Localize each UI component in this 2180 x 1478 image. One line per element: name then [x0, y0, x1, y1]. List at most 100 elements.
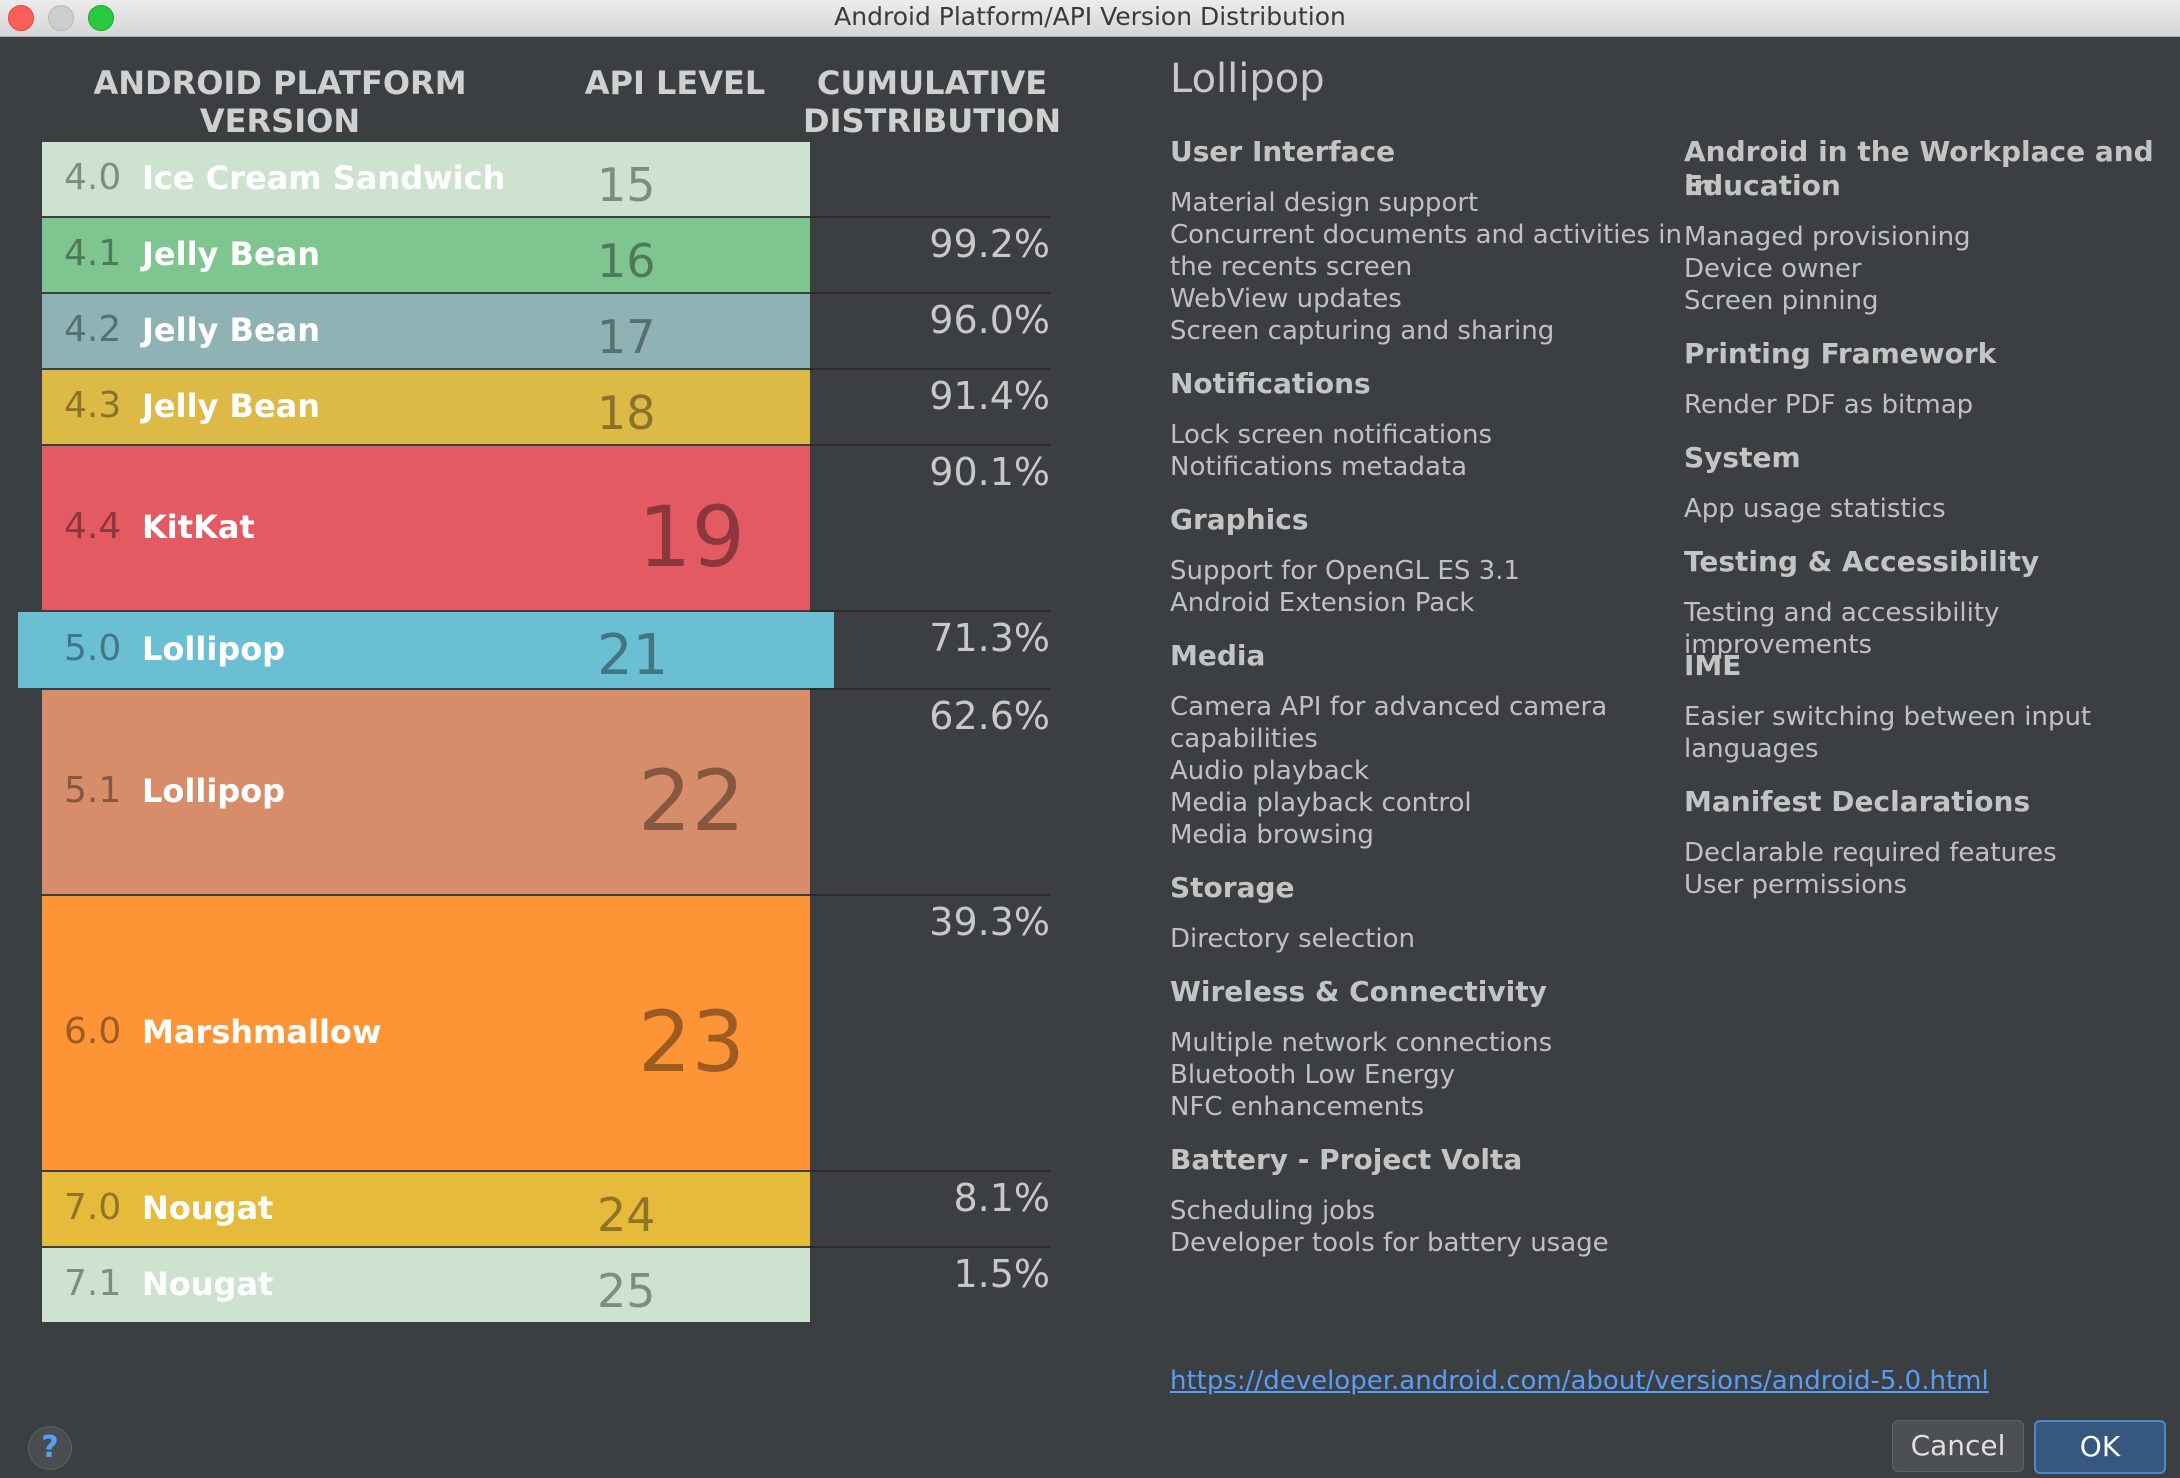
feature-item: capabilities — [1170, 724, 1318, 754]
feature-item: Android Extension Pack — [1170, 588, 1475, 618]
feature-section-heading: Graphics — [1170, 503, 1309, 536]
maximize-window-button[interactable] — [88, 5, 114, 31]
feature-item: Camera API for advanced camera — [1170, 692, 1608, 722]
minimize-window-button[interactable] — [48, 5, 74, 31]
platform-version-header: ANDROID PLATFORM VERSION — [60, 64, 500, 140]
feature-item: Concurrent documents and activities in — [1170, 220, 1682, 250]
feature-item: Media playback control — [1170, 788, 1472, 818]
feature-section-heading: Education — [1684, 169, 1841, 202]
feature-item: the recents screen — [1170, 252, 1413, 282]
feature-item: Testing and accessibility improvements — [1684, 598, 2000, 660]
version-row[interactable]: 5.0 Lollipop 21 — [18, 612, 834, 688]
cumulative-distribution-value: 8.1% — [953, 1176, 1050, 1220]
feature-section-heading: Media — [1170, 639, 1266, 672]
api-level-value: 23 — [638, 992, 745, 1091]
feature-item: Material design support — [1170, 188, 1479, 218]
feature-item: User permissions — [1684, 870, 1908, 900]
feature-item: Screen pinning — [1684, 286, 1879, 316]
version-codename: Marshmallow — [142, 1013, 382, 1051]
version-codename: Nougat — [142, 1265, 274, 1303]
distribution-separator — [810, 444, 1050, 446]
distribution-separator — [810, 1170, 1050, 1172]
feature-item: Device owner — [1684, 254, 1862, 284]
version-number: 4.3 — [64, 385, 122, 426]
api-level-value: 25 — [597, 1263, 656, 1318]
feature-section-heading: User Interface — [1170, 135, 1396, 168]
distribution-separator — [810, 688, 1050, 690]
version-codename: Ice Cream Sandwich — [142, 159, 506, 197]
version-number: 4.2 — [64, 309, 122, 350]
version-row[interactable]: 4.4 KitKat 19 — [42, 446, 810, 610]
api-level-value: 19 — [638, 487, 745, 586]
version-row[interactable]: 4.0 Ice Cream Sandwich 15 — [42, 142, 810, 216]
feature-item: Managed provisioning — [1684, 222, 1971, 252]
version-number: 7.1 — [64, 1263, 122, 1304]
version-number: 7.0 — [64, 1187, 122, 1228]
api-level-value: 16 — [597, 233, 656, 288]
feature-item: Screen capturing and sharing — [1170, 316, 1555, 346]
cumulative-distribution-header: CUMULATIVE DISTRIBUTION — [800, 64, 1064, 140]
cumulative-distribution-value: 91.4% — [929, 374, 1050, 418]
cumulative-distribution-value: 96.0% — [929, 298, 1050, 342]
version-row[interactable]: 6.0 Marshmallow 23 — [42, 896, 810, 1170]
version-codename: Jelly Bean — [142, 311, 321, 349]
distribution-separator — [810, 292, 1050, 294]
feature-item: Audio playback — [1170, 756, 1369, 786]
version-row[interactable]: 4.1 Jelly Bean 16 — [42, 218, 810, 292]
platform-version-header-line2: VERSION — [199, 102, 361, 140]
feature-item: Declarable required features — [1684, 838, 2057, 868]
version-row[interactable]: 4.3 Jelly Bean 18 — [42, 370, 810, 444]
close-window-button[interactable] — [8, 5, 34, 31]
cumulative-header-line1: CUMULATIVE — [816, 64, 1048, 102]
cumulative-distribution-value: 39.3% — [929, 900, 1050, 944]
version-codename: Lollipop — [142, 630, 286, 668]
feature-item: App usage statistics — [1684, 494, 1946, 524]
feature-item: Media browsing — [1170, 820, 1374, 850]
distribution-separator — [810, 368, 1050, 370]
api-level-value: 24 — [597, 1187, 656, 1242]
platform-version-header-line1: ANDROID PLATFORM — [93, 64, 467, 102]
window-title: Android Platform/API Version Distributio… — [834, 2, 1346, 31]
feature-section-heading: System — [1684, 441, 1801, 474]
version-row[interactable]: 5.1 Lollipop 22 — [42, 690, 810, 894]
version-row[interactable]: 7.1 Nougat 25 — [42, 1248, 810, 1322]
version-number: 5.0 — [64, 628, 122, 669]
feature-item: Bluetooth Low Energy — [1170, 1060, 1455, 1090]
feature-item: Easier switching between input — [1684, 702, 2092, 732]
distribution-separator — [810, 894, 1050, 896]
distribution-separator — [810, 610, 1050, 612]
cumulative-distribution-value: 62.6% — [929, 694, 1050, 738]
api-level-header: API LEVEL — [584, 64, 766, 102]
cancel-button[interactable]: Cancel — [1892, 1420, 2024, 1472]
feature-section-heading: IME — [1684, 649, 1742, 682]
feature-item: Developer tools for battery usage — [1170, 1228, 1609, 1258]
feature-section-heading: Manifest Declarations — [1684, 785, 2031, 818]
api-level-value: 17 — [597, 309, 656, 364]
version-row[interactable]: 4.2 Jelly Bean 17 — [42, 294, 810, 368]
feature-item: Notifications metadata — [1170, 452, 1468, 482]
version-number: 4.0 — [64, 157, 122, 198]
feature-item: languages — [1684, 734, 1819, 764]
api-level-value: 21 — [597, 623, 669, 689]
api-level-value: 22 — [638, 751, 745, 850]
feature-item: Lock screen notifications — [1170, 420, 1493, 450]
cumulative-distribution-value: 71.3% — [929, 616, 1050, 660]
ok-button[interactable]: OK — [2034, 1420, 2166, 1474]
version-details-link[interactable]: https://developer.android.com/about/vers… — [1170, 1366, 1989, 1396]
feature-item: Multiple network connections — [1170, 1028, 1553, 1058]
distribution-separator — [810, 1246, 1050, 1248]
distribution-separator — [810, 216, 1050, 218]
version-number: 4.4 — [64, 506, 122, 547]
feature-section-heading: Printing Framework — [1684, 337, 1997, 370]
feature-section-heading: Wireless & Connectivity — [1170, 975, 1547, 1008]
version-row[interactable]: 7.0 Nougat 24 — [42, 1172, 810, 1246]
feature-section-heading: Storage — [1170, 871, 1295, 904]
version-number: 4.1 — [64, 233, 122, 274]
cumulative-distribution-value: 99.2% — [929, 222, 1050, 266]
api-level-value: 18 — [597, 385, 656, 440]
cumulative-header-line2: DISTRIBUTION — [803, 102, 1061, 140]
details-title: Lollipop — [1170, 56, 1325, 102]
feature-item: Render PDF as bitmap — [1684, 390, 1974, 420]
help-button[interactable]: ? — [28, 1426, 72, 1470]
feature-section-heading: Android in the Workplace and in — [1684, 135, 2154, 202]
